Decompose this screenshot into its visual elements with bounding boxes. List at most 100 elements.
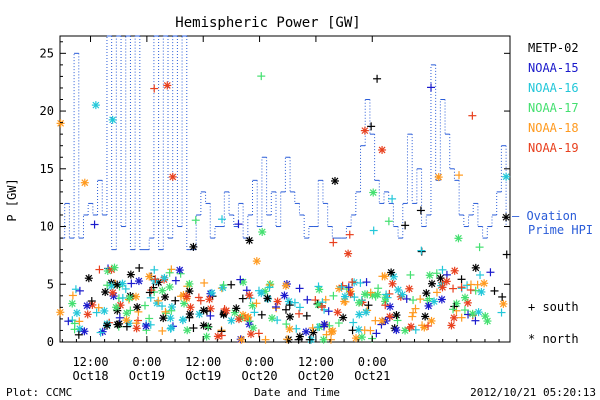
north-point: [246, 330, 255, 339]
mark-stroke: [286, 313, 294, 321]
north-point: [502, 213, 511, 222]
south-point: [311, 296, 320, 305]
mark-stroke: [387, 269, 395, 276]
south-point: [417, 246, 426, 255]
north-point: [405, 284, 414, 293]
north-point: [189, 242, 198, 251]
legend-south: + south: [528, 300, 579, 314]
mark-stroke: [245, 236, 253, 244]
mark-stroke: [155, 278, 162, 286]
mark-stroke: [472, 264, 480, 272]
mark-stroke: [352, 334, 360, 342]
mark-stroke: [378, 317, 386, 325]
south-point: [381, 301, 390, 310]
south-point: [271, 302, 280, 311]
north-point: [175, 266, 184, 275]
mark-stroke: [203, 333, 210, 341]
south-point: [282, 320, 291, 329]
footer-plot-source: Plot: CCMC: [6, 386, 72, 399]
mark-stroke: [104, 267, 112, 275]
north-point: [249, 323, 258, 332]
south-point: [349, 318, 358, 327]
mark-stroke: [361, 127, 369, 135]
north-point: [268, 314, 277, 323]
mark-stroke: [127, 271, 135, 279]
north-point: [178, 315, 187, 324]
mark-stroke: [464, 299, 472, 307]
mark-stroke: [168, 303, 176, 311]
mark-stroke: [394, 286, 402, 294]
south-point: [167, 265, 176, 274]
mark-stroke: [296, 333, 304, 340]
mark-stroke: [133, 324, 141, 332]
north-point: [125, 293, 134, 302]
north-point: [360, 290, 369, 299]
mark-stroke: [257, 289, 265, 297]
north-point: [83, 310, 92, 319]
mark-stroke: [80, 327, 88, 335]
mark-stroke: [206, 295, 213, 303]
mark-stroke: [368, 291, 376, 299]
north-point: [113, 320, 122, 329]
x-tick-day-label: Oct19: [185, 369, 221, 383]
south-point: [466, 280, 475, 289]
north-point: [165, 283, 174, 292]
mark-stroke: [73, 309, 81, 317]
plot-border: [59, 35, 511, 343]
south-point: [68, 291, 77, 300]
south-point: [409, 296, 418, 305]
north-point: [502, 172, 511, 181]
south-point: [423, 296, 432, 305]
mark-stroke: [57, 119, 65, 127]
north-point: [421, 312, 430, 321]
north-point: [328, 326, 337, 335]
north-point: [427, 316, 436, 325]
mark-stroke: [161, 293, 169, 301]
south-point: [367, 122, 376, 131]
south-point: [371, 292, 380, 301]
south-point: [194, 293, 203, 302]
mark-stroke: [200, 306, 208, 314]
south-point: [95, 265, 104, 274]
north-point: [245, 291, 254, 300]
legend-entry: NOAA-15: [528, 61, 579, 75]
south-point: [416, 206, 425, 215]
north-point: [468, 309, 477, 318]
north-point: [185, 279, 194, 288]
north-point: [430, 297, 439, 306]
south-point: [476, 270, 485, 279]
north-point: [355, 298, 364, 307]
south-point: [468, 111, 477, 120]
mark-stroke: [381, 272, 389, 280]
north-point: [362, 308, 371, 317]
north-point: [437, 295, 446, 304]
north-point: [477, 287, 486, 296]
mark-stroke: [268, 314, 276, 322]
mark-stroke: [502, 173, 510, 181]
north-point: [118, 279, 127, 288]
mark-stroke: [133, 303, 141, 311]
south-point: [257, 72, 266, 81]
south-point: [418, 321, 427, 330]
mark-stroke: [430, 298, 438, 305]
south-point: [471, 316, 480, 325]
x-tick-time-label: 12:00: [298, 355, 334, 369]
mark-stroke: [113, 307, 121, 315]
north-point: [80, 327, 89, 336]
mark-stroke: [358, 333, 366, 341]
mark-stroke: [112, 303, 120, 311]
mark-stroke: [393, 311, 400, 319]
mark-stroke: [428, 280, 436, 288]
north-point: [360, 126, 369, 135]
south-point: [295, 284, 304, 293]
mark-stroke: [315, 286, 323, 293]
south-point: [90, 220, 99, 229]
mark-stroke: [163, 82, 171, 89]
north-point: [160, 273, 169, 282]
north-point: [103, 321, 112, 330]
south-point: [154, 296, 163, 305]
mark-stroke: [238, 336, 246, 344]
axes: 051015202512:00Oct180:00Oct1912:00Oct190…: [40, 36, 510, 383]
south-point: [408, 312, 417, 321]
north-point: [205, 295, 214, 304]
